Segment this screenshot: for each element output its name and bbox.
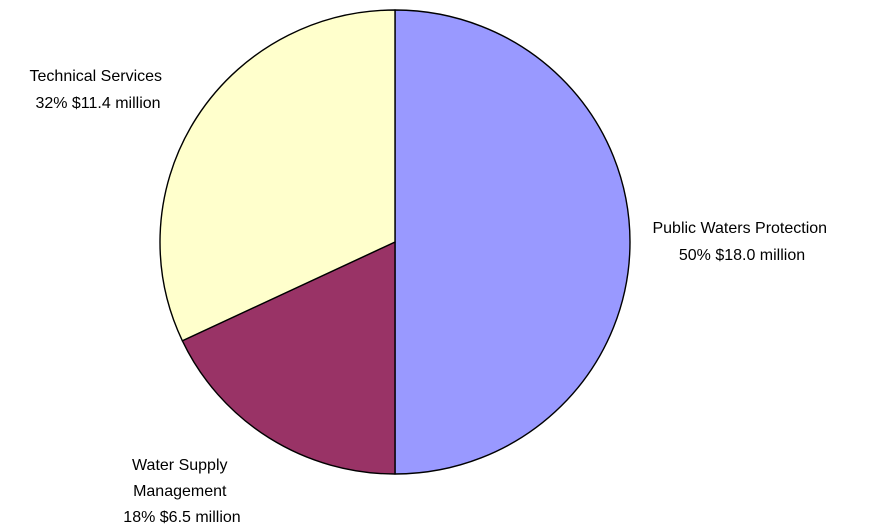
label-line: Management bbox=[133, 483, 227, 500]
label-line: Public Waters Protection bbox=[652, 220, 827, 237]
pie-slice-technical-services bbox=[159, 9, 396, 342]
pie-slices bbox=[159, 9, 631, 475]
label-line: Technical Services bbox=[30, 68, 163, 85]
label-line: Water Supply bbox=[132, 457, 227, 474]
pie-labels: Public Waters Protection 50% $18.0 milli… bbox=[30, 68, 831, 526]
pie-slice-water-supply-management bbox=[181, 241, 396, 475]
pie-slice-public-waters-protection bbox=[394, 9, 631, 475]
label-line: 32% $11.4 million bbox=[35, 95, 160, 112]
slice-label-technical-services: Technical Services 32% $11.4 million bbox=[30, 68, 167, 112]
label-line: 18% $6.5 million bbox=[123, 509, 240, 526]
slice-label-public-waters-protection: Public Waters Protection 50% $18.0 milli… bbox=[652, 220, 831, 264]
label-line: 50% $18.0 million bbox=[679, 247, 805, 264]
slice-label-water-supply-management: Water Supply Management 18% $6.5 million bbox=[123, 457, 240, 526]
